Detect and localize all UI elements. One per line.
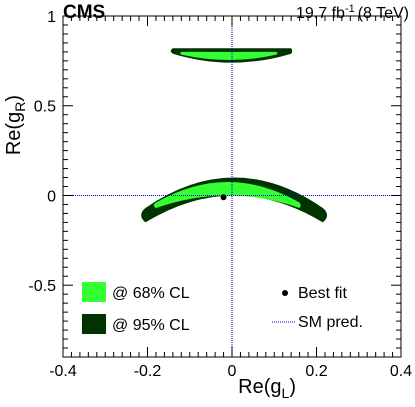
- y-tick-label: 0.5: [34, 99, 56, 116]
- x-tick-label: -0.2: [134, 363, 162, 380]
- contour-regions: [141, 48, 328, 223]
- legend-label-68: @ 68% CL: [112, 285, 190, 302]
- x-tick-label: -0.4: [49, 363, 77, 380]
- x-axis-title: Re(gL): [238, 376, 296, 401]
- x-tick-label: 0: [228, 363, 237, 380]
- y-tick-label: -0.5: [28, 278, 56, 295]
- y-tick-label: 1: [47, 9, 56, 26]
- y-tick-label: 0: [47, 188, 56, 205]
- luminosity-value: 19.7 fb: [296, 5, 345, 22]
- experiment-label: CMS: [63, 2, 105, 23]
- legend-swatch-68: [82, 282, 106, 302]
- legend-best-fit-marker: [282, 290, 288, 296]
- y-axis-ticks: -0.5 0 0.5 1: [28, 9, 401, 358]
- x-tick-label: 0.2: [305, 363, 327, 380]
- legend-label-sm: SM pred.: [298, 314, 363, 331]
- best-fit-marker: [220, 194, 227, 201]
- legend: @ 68% CL @ 95% CL Best fit SM pred.: [82, 282, 363, 334]
- sm-prediction-lines: [63, 16, 401, 357]
- legend-label-best-fit: Best fit: [298, 285, 347, 302]
- x-tick-label: 0.4: [390, 363, 412, 380]
- x-axis-ticks: -0.4 -0.2 0 0.2 0.4: [49, 16, 412, 380]
- energy-label: (8 TeV): [358, 5, 409, 22]
- legend-label-95: @ 95% CL: [112, 317, 190, 334]
- luminosity-exponent: -1: [345, 3, 355, 15]
- y-axis-title: Re(gR): [3, 95, 28, 155]
- legend-swatch-95: [82, 314, 106, 334]
- upper-band-68cl: [180, 51, 278, 60]
